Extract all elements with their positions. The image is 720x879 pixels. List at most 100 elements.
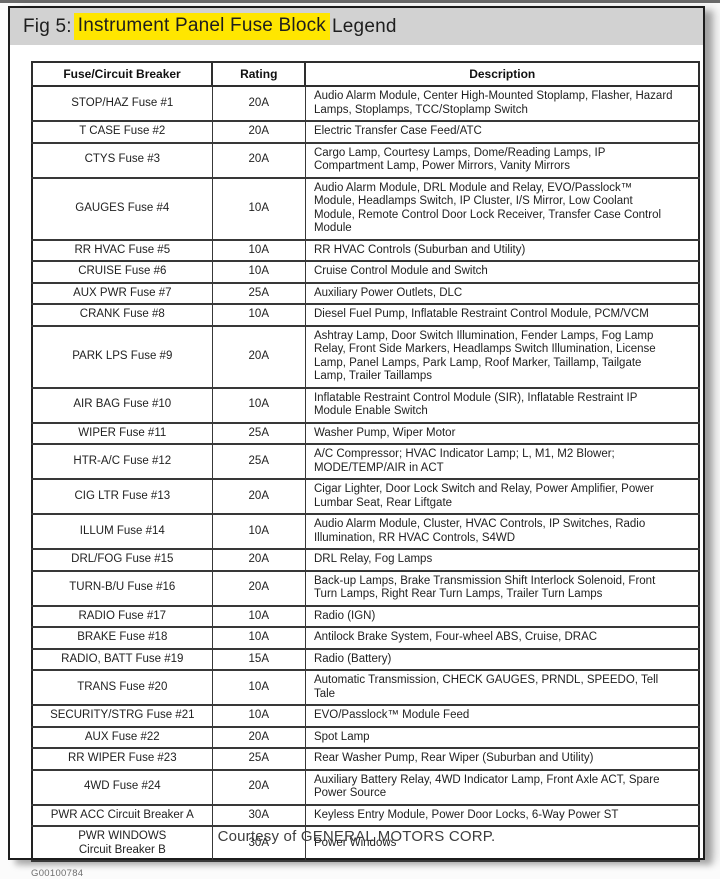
rating-cell: 30A [211,825,306,862]
rating-cell: 25A [211,421,306,445]
rating-cell: 10A [211,386,306,424]
figure-content: Fuse/Circuit Breaker Rating Description … [10,45,703,879]
fuse-name-cell: GAUGES Fuse #4 [31,176,213,241]
rating-cell: 10A [211,238,306,262]
description-cell: Washer Pump, Wiper Motor [304,421,700,445]
description-cell: Rear Washer Pump, Rear Wiper (Suburban a… [304,747,700,771]
description-cell: Electric Transfer Case Feed/ATC [304,120,700,144]
table-row: 4WD Fuse #24 20A Auxiliary Battery Relay, … [31,768,700,806]
figure-panel: Fig 5: Instrument Panel Fuse Block Legen… [8,6,705,879]
table-row: HTR-A/C Fuse #12 25A A/C Compressor; HVAC … [31,443,700,480]
table-row: RR HVAC Fuse #5 10A RR HVAC Controls (Subu… [31,238,700,262]
description-cell: Power Windows [304,825,700,862]
rating-cell: 20A [211,725,306,749]
description-cell: Ashtray Lamp, Door Switch Illumination, … [304,324,700,389]
figure-title-prefix: Fig 5: [23,15,72,37]
table-row: PWR WINDOWS Circuit Breaker B 30A Power Wi… [31,825,700,862]
table-row: CIG LTR Fuse #13 20A Cigar Lighter, Door L… [31,478,700,515]
description-cell: Spot Lamp [304,725,700,749]
description-cell: Diesel Fuel Pump, Inflatable Restraint C… [304,303,700,327]
page-top-edge [0,0,720,3]
rating-cell: 25A [211,443,306,480]
table-row: WIPER Fuse #11 25A Washer Pump, Wiper Moto… [31,421,700,445]
fuse-name-cell: TURN-B/U Fuse #16 [31,569,213,607]
table-row: ILLUM Fuse #14 10A Audio Alarm Module, Clu… [31,513,700,550]
table-row: AIR BAG Fuse #10 10A Inflatable Restraint … [31,386,700,424]
fuse-name-cell: RR HVAC Fuse #5 [31,238,213,262]
fuse-name-cell: PARK LPS Fuse #9 [31,324,213,389]
description-cell: Cargo Lamp, Courtesy Lamps, Dome/Reading… [304,141,700,179]
rating-cell: 10A [211,604,306,628]
fuse-name-cell: 4WD Fuse #24 [31,768,213,806]
description-cell: Audio Alarm Module, Center High-Mounted … [304,85,700,122]
fuse-name-cell: ILLUM Fuse #14 [31,513,213,550]
fuse-name-cell: CIG LTR Fuse #13 [31,478,213,515]
table-row: GAUGES Fuse #4 10A Audio Alarm Module, DRL… [31,176,700,241]
figure-title-suffix: Legend [332,15,397,37]
fuse-legend-table: Fuse/Circuit Breaker Rating Description … [30,61,700,862]
table-row: DRL/FOG Fuse #15 20A DRL Relay, Fog Lamps [31,548,700,572]
description-cell: RR HVAC Controls (Suburban and Utility) [304,238,700,262]
description-cell: Cigar Lighter, Door Lock Switch and Rela… [304,478,700,515]
courtesy-line: Courtesy of GENERAL MOTORS CORP. [217,828,496,845]
description-cell: Auxiliary Power Outlets, DLC [304,281,700,305]
description-cell: Back-up Lamps, Brake Transmission Shift … [304,569,700,607]
description-cell: Keyless Entry Module, Power Door Locks, … [304,803,700,827]
description-cell: DRL Relay, Fog Lamps [304,548,700,572]
table-row: BRAKE Fuse #18 10A Antilock Brake System, … [31,626,700,650]
fuse-name-cell: BRAKE Fuse #18 [31,626,213,650]
rating-cell: 10A [211,513,306,550]
rating-cell: 20A [211,768,306,806]
fuse-name-cell: PWR WINDOWS Circuit Breaker B [31,825,213,862]
table-row: PWR ACC Circuit Breaker A 30A Keyless Entr… [31,803,700,827]
rating-cell: 20A [211,548,306,572]
rating-cell: 20A [211,478,306,515]
description-cell: Audio Alarm Module, Cluster, HVAC Contro… [304,513,700,550]
figure-titlebar: Fig 5: Instrument Panel Fuse Block Legen… [10,8,703,45]
rating-cell: 20A [211,569,306,607]
fuse-name-cell: CRANK Fuse #8 [31,303,213,327]
table-header-row: Fuse/Circuit Breaker Rating Description [30,61,700,87]
rating-cell: 10A [211,303,306,327]
fuse-name-cell: SECURITY/STRG Fuse #21 [31,704,213,728]
rating-cell: 10A [211,669,306,706]
fuse-name-cell: STOP/HAZ Fuse #1 [31,85,213,122]
rating-cell: 25A [211,747,306,771]
description-cell: Radio (Battery) [304,647,700,671]
figure-title-highlight: Instrument Panel Fuse Block [73,13,331,40]
rating-cell: 15A [211,647,306,671]
table-row: CTYS Fuse #3 20A Cargo Lamp, Courtesy Lamp… [31,141,700,179]
description-cell: Cruise Control Module and Switch [304,260,700,284]
description-cell: Inflatable Restraint Control Module (SIR… [304,386,700,424]
rating-cell: 10A [211,704,306,728]
rating-cell: 20A [211,120,306,144]
rating-cell: 20A [211,141,306,179]
fuse-name-cell: RR WIPER Fuse #23 [31,747,213,771]
header-rating: Rating [211,61,307,87]
fuse-name-cell: AUX PWR Fuse #7 [31,281,213,305]
fuse-name-cell: TRANS Fuse #20 [31,669,213,706]
rating-cell: 10A [211,176,306,241]
description-cell: Antilock Brake System, Four-wheel ABS, C… [304,626,700,650]
table-row: RADIO, BATT Fuse #19 15A Radio (Battery) [31,647,700,671]
figure-id: G00100784 [31,868,84,879]
description-cell: EVO/Passlock™ Module Feed [304,704,700,728]
rating-cell: 20A [211,85,306,122]
fuse-name-cell: DRL/FOG Fuse #15 [31,548,213,572]
rating-cell: 30A [211,803,306,827]
table-row: CRUISE Fuse #6 10A Cruise Control Module a… [31,260,700,284]
table-row: T CASE Fuse #2 20A Electric Transfer Case … [31,120,700,144]
fuse-name-cell: RADIO Fuse #17 [31,604,213,628]
fuse-name-cell: T CASE Fuse #2 [31,120,213,144]
description-cell: Automatic Transmission, CHECK GAUGES, PR… [304,669,700,706]
fuse-name-cell: CTYS Fuse #3 [31,141,213,179]
table-row: TURN-B/U Fuse #16 20A Back-up Lamps, Brake… [31,569,700,607]
rating-cell: 10A [211,626,306,650]
header-description: Description [304,61,700,87]
rating-cell: 20A [211,324,306,389]
fuse-name-cell: AUX Fuse #22 [31,725,213,749]
table-row: PARK LPS Fuse #9 20A Ashtray Lamp, Door Sw… [31,324,700,389]
table-row: AUX Fuse #22 20A Spot Lamp [31,725,700,749]
table-row: AUX PWR Fuse #7 25A Auxiliary Power Outlet… [31,281,700,305]
table-row: SECURITY/STRG Fuse #21 10A EVO/Passlock™ M… [31,704,700,728]
